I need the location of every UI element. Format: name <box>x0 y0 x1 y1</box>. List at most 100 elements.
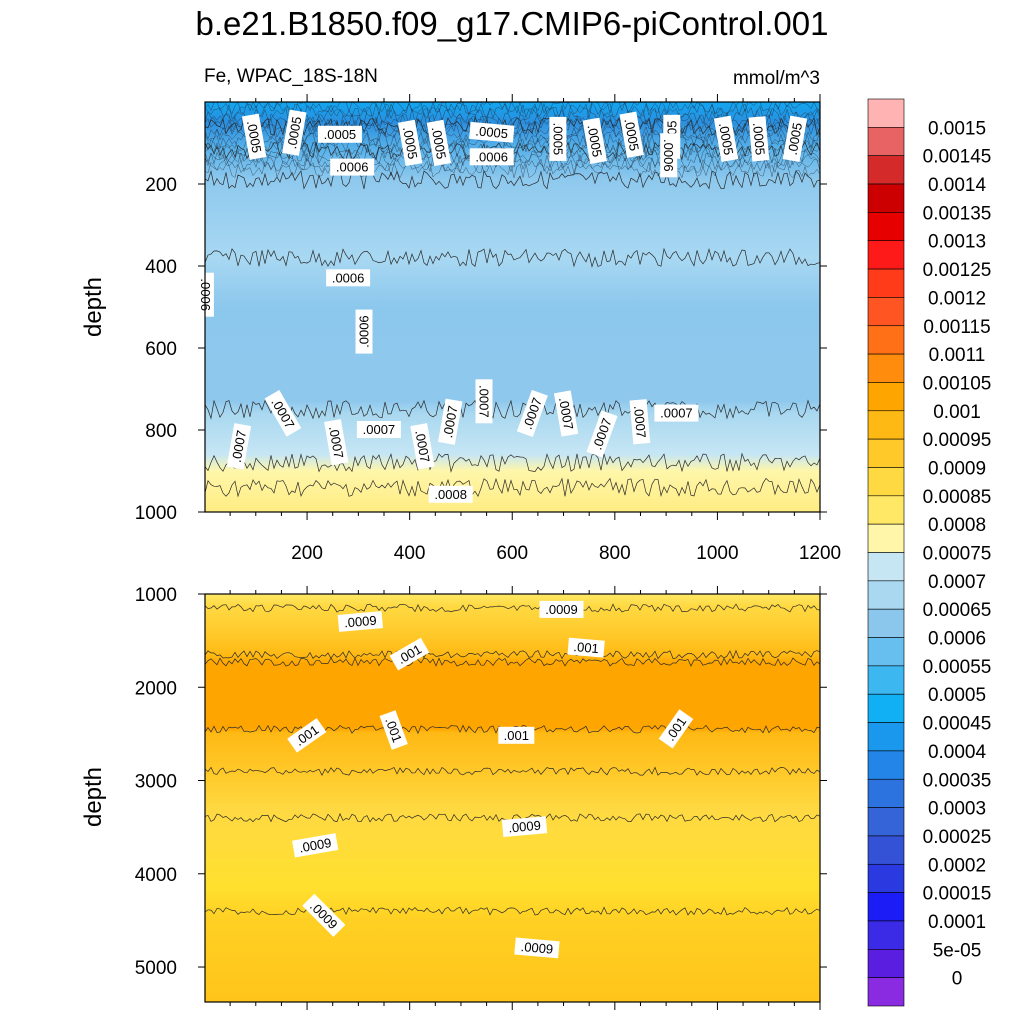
colorbar-box-7 <box>867 297 905 327</box>
contour-label-text: .0005 <box>429 126 449 161</box>
contour-label-2: .0005 <box>317 125 362 143</box>
colorbar-box-13 <box>867 467 905 497</box>
colorbar-box-15 <box>867 523 905 553</box>
contour-label-20: .0007 <box>264 390 302 437</box>
upper-contour-labels: .0005 .0005 .0005 .0005 .0005 .0005 .0005 .0005… <box>196 109 808 503</box>
contour-label-text: .0007 <box>412 429 432 464</box>
colorbar-label: 0.00115 <box>923 317 990 338</box>
contour-line-6 <box>204 812 821 823</box>
contour-label-bg <box>582 117 607 164</box>
contour-label-bg <box>242 113 267 160</box>
contour-label-text: .0007 <box>477 385 492 418</box>
contour-label-23: .0007 <box>410 423 435 470</box>
contour-label-11: .0009 <box>514 937 560 959</box>
contour-label-bg <box>748 116 770 162</box>
upper-contours <box>204 101 821 498</box>
contour-label-bg <box>330 158 375 176</box>
colorbar-box-3 <box>867 183 905 213</box>
upper-ylabel: depth <box>80 277 107 337</box>
colorbar-box-0 <box>867 98 905 128</box>
colorbar-label: 0.00025 <box>923 827 992 848</box>
lower-ylabel: depth <box>80 767 107 827</box>
contour-label-13: .0006 <box>469 148 514 166</box>
contour-label-text: .0005 <box>324 127 357 142</box>
colorbar-label: 0.0002 <box>928 855 986 876</box>
contour-line-6 <box>204 452 821 473</box>
x-tick-label: 800 <box>599 543 631 564</box>
contour-label-text: .0006 <box>661 139 676 172</box>
contour-label-bg <box>337 611 384 632</box>
contour-label-18: .0006 <box>355 309 373 354</box>
contour-label-text: .0009 <box>545 602 578 617</box>
contour-label-text: .001 <box>573 639 600 656</box>
contour-label-bg <box>355 309 373 354</box>
contour-label-5: .0005 <box>469 121 515 143</box>
contour-label-24: .0007 <box>438 398 463 445</box>
contour-label-bg <box>326 269 371 287</box>
colorbar-box-5 <box>867 240 905 270</box>
contour-label-bg <box>282 109 307 156</box>
colorbar-label: 0.0011 <box>929 345 986 366</box>
colorbar-label: 0.0003 <box>928 799 986 820</box>
colorbar-label: 5e-05 <box>933 940 982 961</box>
contour-label-12: .0005 <box>782 115 808 162</box>
contour-label-bg <box>539 600 584 618</box>
colorbar-box-22 <box>867 722 905 752</box>
contour-label-bg <box>264 390 302 437</box>
contour-label-bg <box>302 893 346 937</box>
contour-label-3: .001 <box>567 637 605 658</box>
y-tick-label: 600 <box>145 339 177 360</box>
contour-label-bg <box>629 399 651 445</box>
contour-label-text: .0005 <box>621 117 641 152</box>
colorbar-box-27 <box>867 863 905 893</box>
subtitle-right: mmol/m^3 <box>733 68 820 89</box>
contour-label-9: .0009 <box>501 816 548 837</box>
contour-label-bg <box>292 833 339 858</box>
contour-label-bg <box>498 726 535 744</box>
surface-contour-13 <box>204 161 821 179</box>
upper-ticks: 200 400 600 800 1000 200 400 600 800 1000 1200 <box>135 94 841 564</box>
colorbar-box-30 <box>867 949 905 978</box>
contour-line-2 <box>204 649 821 660</box>
colorbar-box-21 <box>867 693 905 723</box>
contour-label-bg <box>475 379 493 424</box>
contour-label-29: .0007 <box>629 399 651 445</box>
contour-label-bg <box>469 148 514 166</box>
contour-label-text: .0006 <box>336 160 369 175</box>
contour-label-text: .0005 <box>785 121 805 156</box>
x-tick-label: 600 <box>496 543 528 564</box>
colorbar-box-17 <box>867 580 905 610</box>
colorbar-box-20 <box>867 665 905 695</box>
x-tick-label: 1200 <box>799 543 841 564</box>
contour-label-0: .0009 <box>337 611 384 632</box>
colorbar-label: 0.0013 <box>928 232 986 253</box>
contour-label-text: .0009 <box>508 818 542 836</box>
colorbar-label: 0.0014 <box>928 175 987 196</box>
y-tick-label: 1000 <box>135 503 177 524</box>
contour-line-5 <box>204 399 821 420</box>
colorbar-label: 0.0004 <box>928 742 987 763</box>
surface-contour-12 <box>204 156 821 174</box>
contour-label-6: .001 <box>498 726 535 744</box>
colorbar-box-4 <box>867 212 905 242</box>
contour-label-11: .0005 <box>748 116 770 162</box>
contour-label-text: .0007 <box>440 404 460 439</box>
contour-label-4: .0005 <box>426 119 452 167</box>
contour-label-text: .0007 <box>229 429 249 464</box>
contour-line-1 <box>204 603 821 613</box>
colorbar-label: 0.00095 <box>923 430 992 451</box>
contour-label-bg <box>619 111 644 158</box>
y-tick-label: 5000 <box>135 958 177 979</box>
contour-line-7 <box>204 477 821 498</box>
contour-line-5 <box>204 766 821 776</box>
contour-label-bg <box>567 637 605 658</box>
surface-contour-0 <box>204 101 821 116</box>
colorbar-box-11 <box>867 410 905 440</box>
contour-label-bg <box>356 421 401 438</box>
contour-label-text: .0005 <box>585 123 605 158</box>
colorbar-label: 0.00035 <box>923 770 992 791</box>
y-tick-label: 3000 <box>135 772 177 793</box>
contour-label-text: .0009 <box>520 939 554 957</box>
colorbar-label: 0.0015 <box>928 118 986 139</box>
